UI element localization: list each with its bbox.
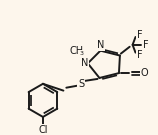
Text: N: N (97, 40, 104, 50)
Text: S: S (78, 79, 84, 89)
Text: Cl: Cl (38, 125, 48, 135)
Text: F: F (143, 40, 149, 50)
Text: CH: CH (69, 46, 83, 56)
Text: N: N (81, 58, 88, 68)
Text: 3: 3 (79, 51, 83, 56)
Text: F: F (137, 50, 142, 60)
Text: F: F (137, 30, 142, 40)
Text: O: O (140, 68, 148, 78)
